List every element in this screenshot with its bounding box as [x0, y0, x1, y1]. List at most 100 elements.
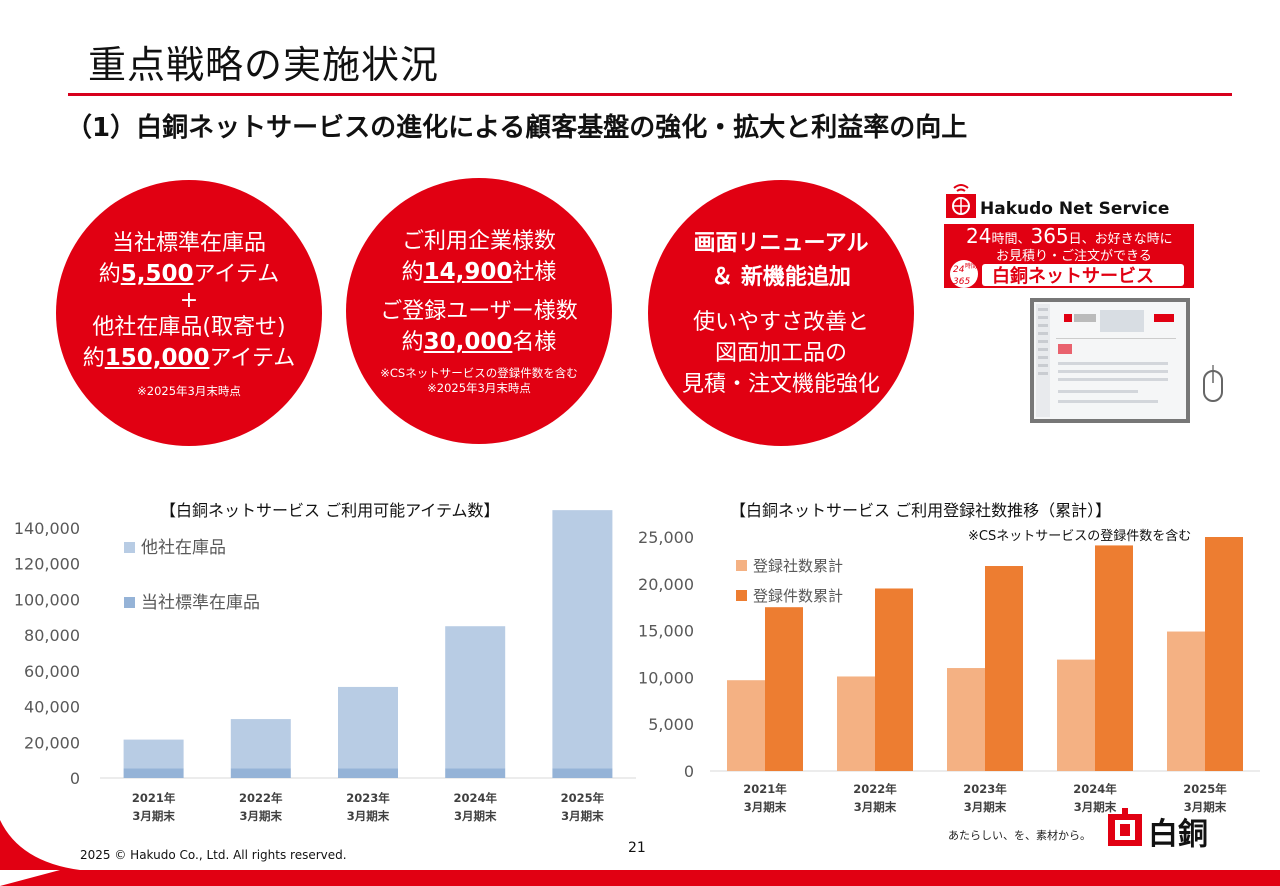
svg-text:24: 24: [953, 265, 965, 275]
x-tick-label: 2025年: [1183, 782, 1227, 796]
x-tick-label: 3月期末: [561, 809, 604, 823]
y-tick-label: 60,000: [24, 662, 80, 681]
legend-label: 当社標準在庫品: [141, 593, 260, 613]
brand-name: Hakudo Net Service: [980, 199, 1169, 219]
bar-登録件数累計: [875, 588, 913, 771]
circle-line: ご利用企業様数: [401, 229, 556, 254]
legend-label: 登録件数累計: [753, 587, 843, 605]
svg-text:24時間、365日、お好きな時に: 24時間、365日、お好きな時に: [966, 224, 1173, 248]
bar-他社在庫品: [552, 510, 613, 769]
page-number: 21: [628, 840, 646, 856]
x-tick-label: 3月期末: [744, 800, 787, 814]
legend-swatch: [736, 560, 747, 571]
x-tick-label: 3月期末: [240, 809, 283, 823]
y-tick-label: 120,000: [14, 555, 80, 574]
bar-登録社数累計: [947, 668, 985, 771]
y-tick-label: 25,000: [638, 528, 694, 547]
section-subtitle: （1）白銅ネットサービスの進化による顧客基盤の強化・拡大と利益率の向上: [66, 113, 968, 143]
globe-monitor-icon: [946, 184, 976, 218]
items-chart: 0 20,000 40,000 60,000 80,000 100,000 120,000 1…: [14, 510, 636, 823]
circle-heading: ＆ 新機能追加: [711, 264, 851, 290]
bar-当社標準在庫品: [230, 768, 291, 778]
bar-登録件数累計: [1205, 537, 1243, 771]
circle-line: 使いやすさ改善と: [692, 309, 869, 335]
circle-line: 約30,000名様: [401, 329, 557, 355]
y-tick-label: 140,000: [14, 519, 80, 538]
bar-登録社数累計: [1167, 631, 1205, 771]
renewal-circle: 画面リニューアル ＆ 新機能追加 使いやすさ改善と 図面加工品の 見積・注文機能…: [648, 180, 914, 446]
y-tick-label: 20,000: [24, 733, 80, 752]
x-tick-label: 2022年: [853, 782, 897, 796]
bar-登録件数累計: [985, 566, 1023, 771]
stock-items-circle: 当社標準在庫品 約5,500アイテム + 他社在庫品(取寄せ) 約150,000…: [56, 180, 322, 446]
y-tick-label: 10,000: [638, 668, 694, 687]
x-tick-label: 2021年: [743, 782, 787, 796]
circle-line: 見積・注文機能強化: [681, 371, 880, 397]
hakudo-logo: 白銅: [1102, 806, 1232, 856]
bar-他社在庫品: [123, 739, 184, 769]
legend-swatch: [124, 542, 135, 553]
highlight-number: 14,900: [423, 259, 513, 285]
highlight-number: 5,500: [120, 260, 194, 287]
service-name: 白銅ネットサービス: [992, 265, 1154, 287]
x-tick-label: 3月期末: [1074, 800, 1117, 814]
x-tick-label: 2021年: [132, 791, 176, 805]
website-screenshot: [1030, 298, 1190, 423]
bar-登録社数累計: [727, 680, 765, 771]
bar-当社標準在庫品: [445, 768, 506, 778]
circle-note: ※CSネットサービスの登録件数を含む: [380, 366, 578, 380]
plus-sign: +: [179, 287, 199, 313]
circle-line: 約150,000アイテム: [82, 344, 296, 371]
bar-当社標準在庫品: [338, 768, 398, 778]
y-tick-label: 15,000: [638, 622, 694, 641]
legend-swatch: [124, 597, 135, 608]
mouse-icon: [1200, 364, 1226, 409]
tagline: あたらしい、を、素材から。: [948, 829, 1091, 842]
circle-note: ※2025年3月末時点: [427, 381, 531, 395]
x-tick-label: 3月期末: [964, 800, 1007, 814]
circle-heading: 画面リニューアル: [693, 230, 869, 256]
registration-chart-note: ※CSネットサービスの登録件数を含む: [968, 529, 1192, 544]
y-tick-label: 100,000: [14, 590, 80, 609]
x-tick-label: 2023年: [346, 791, 390, 805]
hakudo-net-service-logo: Hakudo Net Service 24時間、365日、お好きな時に お見積り…: [944, 180, 1194, 290]
x-tick-label: 2025年: [561, 791, 605, 805]
registration-chart: 0 5,000 10,000 15,000 20,000 25,000 2021年 3月期末 2…: [638, 528, 1260, 814]
items-chart-title: 【白銅ネットサービス ご利用可能アイテム数】: [160, 501, 500, 520]
y-tick-label: 80,000: [24, 626, 80, 645]
users-circle: ご利用企業様数 約14,900社様 ご登録ユーザー様数 約30,000名様 ※C…: [346, 178, 612, 444]
page-title: 重点戦略の実施状況: [88, 43, 440, 87]
y-tick-label: 20,000: [638, 575, 694, 594]
legend-label: 他社在庫品: [141, 538, 226, 558]
svg-text:時間: 時間: [965, 262, 977, 270]
bar-当社標準在庫品: [552, 768, 613, 778]
bar-登録件数累計: [765, 607, 803, 771]
highlight-number: 150,000: [104, 344, 210, 371]
circle-line: 当社標準在庫品: [111, 230, 266, 256]
bar-当社標準在庫品: [123, 768, 184, 778]
title-divider: [68, 93, 1232, 96]
legend-label: 登録社数累計: [753, 557, 843, 575]
bar-他社在庫品: [338, 686, 398, 769]
circle-line: 約14,900社様: [401, 259, 557, 285]
circle-line: 他社在庫品(取寄せ): [92, 314, 286, 340]
y-tick-label: 0: [684, 762, 694, 781]
x-tick-label: 3月期末: [1184, 800, 1227, 814]
registration-chart-title: 【白銅ネットサービス ご利用登録社数推移（累計）】: [730, 501, 1112, 520]
x-tick-label: 2023年: [963, 782, 1007, 796]
svg-text:お見積り・ご注文ができる: お見積り・ご注文ができる: [996, 248, 1152, 264]
bar-他社在庫品: [230, 719, 291, 769]
copyright: 2025 © Hakudo Co., Ltd. All rights reser…: [80, 848, 347, 862]
circle-line: 約5,500アイテム: [98, 260, 280, 287]
bottom-accent-bar: [0, 870, 1280, 886]
svg-text:白銅: 白銅: [1148, 817, 1208, 852]
x-tick-label: 3月期末: [854, 800, 897, 814]
circle-line: 図面加工品の: [714, 340, 847, 366]
bar-他社在庫品: [445, 626, 506, 769]
highlight-number: 30,000: [423, 329, 513, 355]
24-365-badge: [950, 260, 978, 288]
corner-swoosh: [0, 820, 80, 870]
x-tick-label: 2022年: [239, 791, 283, 805]
x-tick-label: 3月期末: [347, 809, 390, 823]
circle-note: ※2025年3月末時点: [137, 383, 241, 398]
